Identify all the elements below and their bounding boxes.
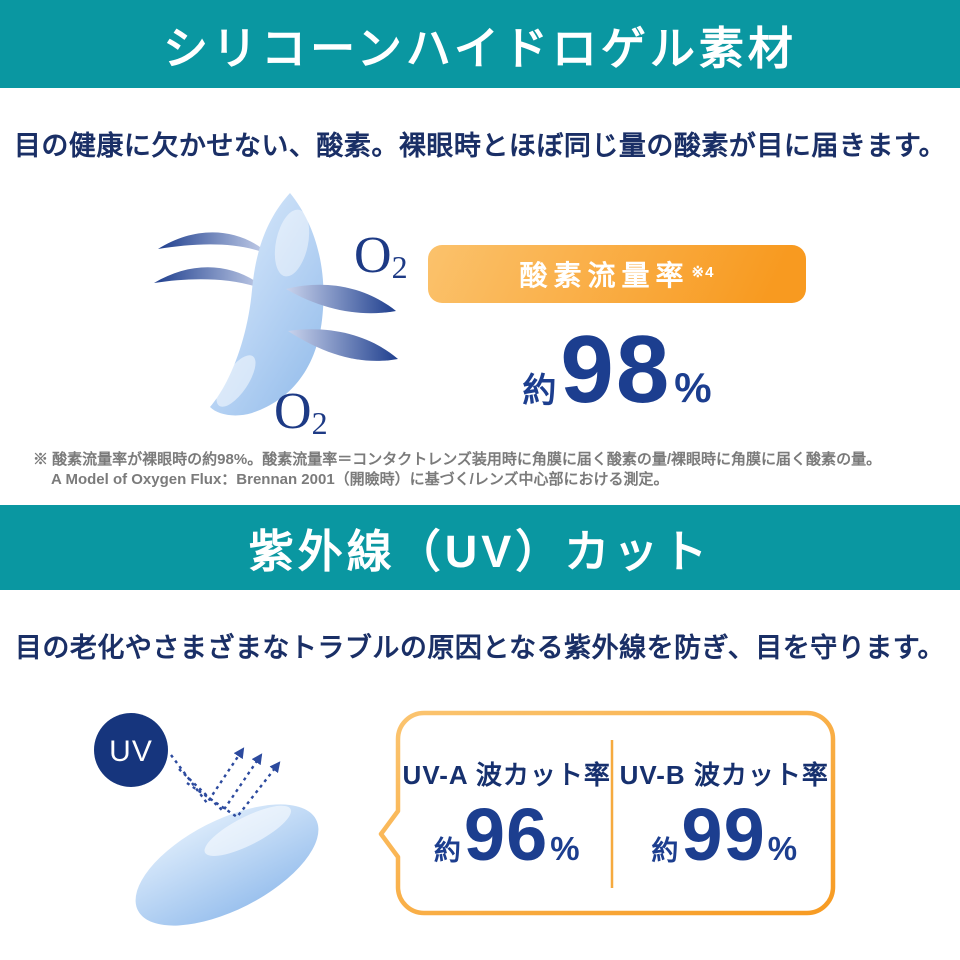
footnote: ※ 酸素流量率が裸眼時の約98%。酸素流量率＝コンタクトレンズ装用時に角膜に届く… [33, 450, 933, 490]
uv-b-card: UV-B 波カット率 約 99% [616, 713, 834, 913]
svg-text:UV: UV [109, 735, 153, 768]
uv-circle-icon: UV [94, 713, 168, 787]
stat-number: 99 [681, 792, 766, 876]
stat-prefix: 約 [651, 835, 679, 866]
airflow-left-icon [154, 232, 270, 291]
speech-bubble-outline [378, 710, 836, 916]
uv-a-label: UV-A 波カット率 [402, 759, 611, 790]
oxygen-flux-value: 約 98% [428, 322, 806, 418]
stat-prefix: 約 [522, 372, 557, 410]
airflow-right-icon [286, 284, 398, 361]
uv-a-card: UV-A 波カット率 約 96% [398, 713, 616, 913]
stat-number: 96 [463, 792, 549, 876]
stat-unit: % [550, 829, 580, 867]
contact-lens-dome-icon [135, 804, 319, 926]
stat-unit: % [674, 364, 712, 411]
stat-number: 98 [560, 316, 672, 423]
stat-prefix: 約 [433, 835, 461, 866]
badge-label: 酸素流量率 [519, 260, 690, 291]
uv-b-value: 約 99% [651, 792, 798, 876]
section-banner-silicone-hydrogel: シリコーンハイドロゲル素材 [0, 0, 960, 88]
banner-title: シリコーンハイドロゲル素材 [163, 22, 797, 74]
uv-cut-rate-bubble: UV-A 波カット率 約 96% UV-B 波カット率 約 99% [375, 710, 840, 920]
o2-label-bottom: O2 [274, 383, 328, 441]
uv-lead-text: 目の老化やさまざまなトラブルの原因となる紫外線を防ぎ、目を守ります。 [14, 633, 946, 663]
stat-unit: % [767, 829, 798, 867]
uv-b-label: UV-B 波カット率 [619, 759, 829, 790]
uv-reflection-illustration: UV [94, 713, 319, 926]
badge-footnote-marker: ※4 [691, 264, 715, 281]
footnote-line-1: ※ 酸素流量率が裸眼時の約98%。酸素流量率＝コンタクトレンズ装用時に角膜に届く… [33, 451, 882, 468]
footnote-line-2: A Model of Oxygen Flux：Brennan 2001（開瞼時）… [51, 471, 669, 488]
oxygen-lens-illustration: O2 O2 [154, 193, 408, 441]
section-banner-uv-cut: 紫外線（UV）カット [0, 505, 960, 590]
uv-rate-columns: UV-A 波カット率 約 96% UV-B 波カット率 約 99% [398, 713, 833, 913]
uv-a-value: 約 96% [433, 792, 580, 876]
oxygen-lead-text: 目の健康に欠かせない、酸素。裸眼時とほぼ同じ量の酸素が目に届きます。 [13, 131, 947, 161]
contact-lens-side-icon [210, 193, 324, 416]
o2-label-top: O2 [354, 227, 408, 285]
banner-title: 紫外線（UV）カット [248, 526, 712, 577]
uv-rays-icon [170, 747, 281, 819]
oxygen-flux-badge: 酸素流量率 ※4 [428, 245, 806, 303]
